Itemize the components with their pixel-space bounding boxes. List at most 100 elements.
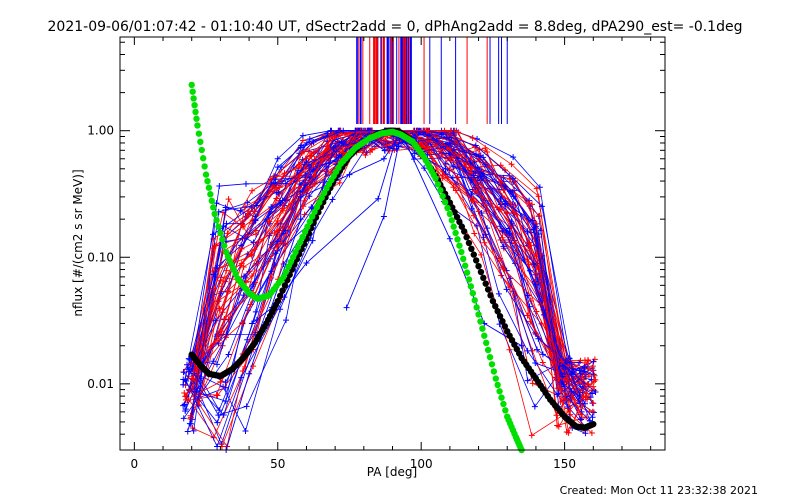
data-point xyxy=(311,172,318,179)
y-axis-label: nflux [#/(cm2 s sr MeV)] xyxy=(71,169,85,316)
data-point xyxy=(577,370,584,377)
data-point xyxy=(244,212,251,219)
data-point xyxy=(238,260,245,267)
data-point xyxy=(510,154,517,161)
green-fit-dot xyxy=(205,184,213,191)
green-fit-dot xyxy=(463,269,471,276)
data-point xyxy=(332,143,339,150)
data-point xyxy=(506,346,513,353)
data-point xyxy=(590,358,597,365)
data-point xyxy=(500,243,507,250)
data-point xyxy=(528,432,535,439)
black-fit-dot xyxy=(494,308,501,315)
green-fit-dot xyxy=(199,155,207,162)
green-fit-dot xyxy=(486,353,494,361)
data-point xyxy=(220,223,227,230)
green-fit-dot xyxy=(490,368,498,375)
data-point xyxy=(329,196,336,203)
black-fit-dot xyxy=(496,313,504,320)
data-point xyxy=(250,363,257,370)
data-point xyxy=(534,346,541,353)
data-point xyxy=(502,201,509,208)
data-point xyxy=(565,429,572,436)
green-fit-dot xyxy=(208,197,215,205)
green-fit-dot xyxy=(465,276,473,283)
data-point xyxy=(424,144,431,151)
green-fit-dot xyxy=(297,238,304,246)
data-point xyxy=(477,173,484,180)
data-point xyxy=(209,231,216,238)
chart-title: 2021-09-06/01:07:42 - 01:10:40 UT, dSect… xyxy=(48,19,743,35)
data-point xyxy=(580,393,587,400)
data-point xyxy=(248,320,255,327)
data-point xyxy=(535,335,542,342)
data-point xyxy=(500,187,507,194)
black-fit-dot xyxy=(446,199,454,206)
data-point xyxy=(589,408,596,415)
black-fit-dot xyxy=(492,302,499,310)
data-point xyxy=(274,155,281,162)
data-point xyxy=(589,367,596,374)
data-point xyxy=(215,337,222,344)
data-point xyxy=(442,165,449,172)
data-point xyxy=(583,390,590,397)
green-fit-dot xyxy=(207,191,214,198)
data-point xyxy=(539,359,546,366)
data-point xyxy=(308,153,315,160)
green-fit-dot xyxy=(473,304,480,311)
data-point xyxy=(468,205,475,212)
data-point xyxy=(567,411,574,418)
data-point xyxy=(472,142,479,149)
data-point xyxy=(446,235,453,242)
green-fit-dot xyxy=(193,115,200,122)
data-point xyxy=(578,416,585,423)
data-point xyxy=(306,162,313,169)
green-fit-dot xyxy=(456,242,463,249)
data-point xyxy=(185,368,192,375)
green-fit-dot xyxy=(217,229,224,237)
green-fit-dot xyxy=(483,339,490,347)
data-point xyxy=(309,237,316,244)
data-point xyxy=(450,184,457,191)
data-point xyxy=(510,175,517,182)
data-point xyxy=(470,172,477,179)
green-fit-dot xyxy=(304,223,311,230)
data-point xyxy=(590,383,597,390)
data-point xyxy=(352,127,359,134)
data-point xyxy=(189,375,196,382)
measurement-curve xyxy=(196,130,588,429)
green-fit-dot xyxy=(446,210,454,218)
data-point xyxy=(180,415,187,422)
data-point xyxy=(283,317,290,324)
data-point xyxy=(268,274,275,281)
data-point xyxy=(252,227,259,234)
data-point xyxy=(508,161,515,168)
data-point xyxy=(375,195,382,202)
green-fit-dot xyxy=(460,255,467,263)
black-fit-dot xyxy=(465,239,473,247)
black-fit-dot xyxy=(453,213,461,221)
data-point xyxy=(268,203,275,210)
green-fit-dot xyxy=(439,192,446,200)
data-point xyxy=(455,129,462,136)
data-point xyxy=(210,245,217,252)
data-point xyxy=(333,154,340,161)
green-fit-dot xyxy=(444,204,451,212)
data-point xyxy=(210,271,217,278)
data-point xyxy=(253,202,260,209)
data-point xyxy=(238,374,245,381)
data-point xyxy=(343,304,350,311)
data-point xyxy=(362,152,369,159)
data-point xyxy=(559,373,566,380)
black-fit-dot xyxy=(468,245,475,253)
data-point xyxy=(509,189,516,196)
green-fit-dot xyxy=(188,81,195,89)
data-point xyxy=(273,185,280,192)
data-point xyxy=(274,238,281,245)
data-point xyxy=(295,162,302,169)
data-point xyxy=(588,430,595,437)
green-fit-dot xyxy=(211,210,218,218)
black-fit-dot xyxy=(499,318,506,325)
data-point xyxy=(336,179,343,186)
data-point xyxy=(180,402,187,409)
